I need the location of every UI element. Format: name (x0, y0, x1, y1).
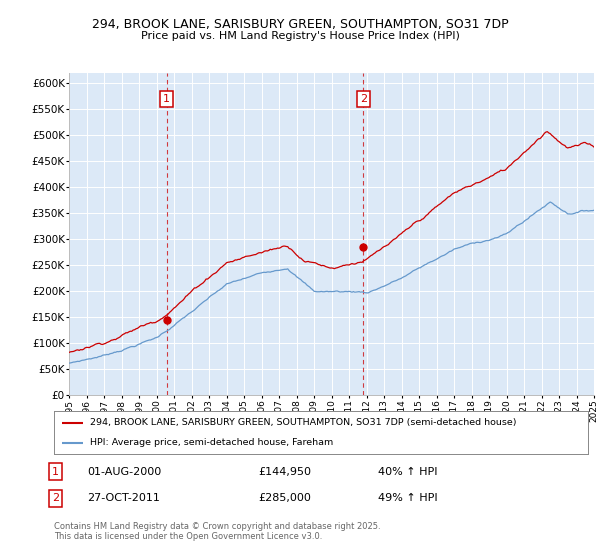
Text: 27-OCT-2011: 27-OCT-2011 (87, 493, 160, 503)
Text: £144,950: £144,950 (258, 466, 311, 477)
Text: 1: 1 (52, 466, 59, 477)
Text: 2: 2 (360, 94, 367, 104)
Text: 01-AUG-2000: 01-AUG-2000 (87, 466, 161, 477)
Text: 2: 2 (52, 493, 59, 503)
Text: 49% ↑ HPI: 49% ↑ HPI (378, 493, 437, 503)
Text: Contains HM Land Registry data © Crown copyright and database right 2025.
This d: Contains HM Land Registry data © Crown c… (54, 522, 380, 542)
Text: HPI: Average price, semi-detached house, Fareham: HPI: Average price, semi-detached house,… (90, 438, 333, 447)
Text: 294, BROOK LANE, SARISBURY GREEN, SOUTHAMPTON, SO31 7DP (semi-detached house): 294, BROOK LANE, SARISBURY GREEN, SOUTHA… (90, 418, 516, 427)
Text: £285,000: £285,000 (258, 493, 311, 503)
Text: 294, BROOK LANE, SARISBURY GREEN, SOUTHAMPTON, SO31 7DP: 294, BROOK LANE, SARISBURY GREEN, SOUTHA… (92, 18, 508, 31)
Text: 40% ↑ HPI: 40% ↑ HPI (378, 466, 437, 477)
Text: 1: 1 (163, 94, 170, 104)
Text: Price paid vs. HM Land Registry's House Price Index (HPI): Price paid vs. HM Land Registry's House … (140, 31, 460, 41)
